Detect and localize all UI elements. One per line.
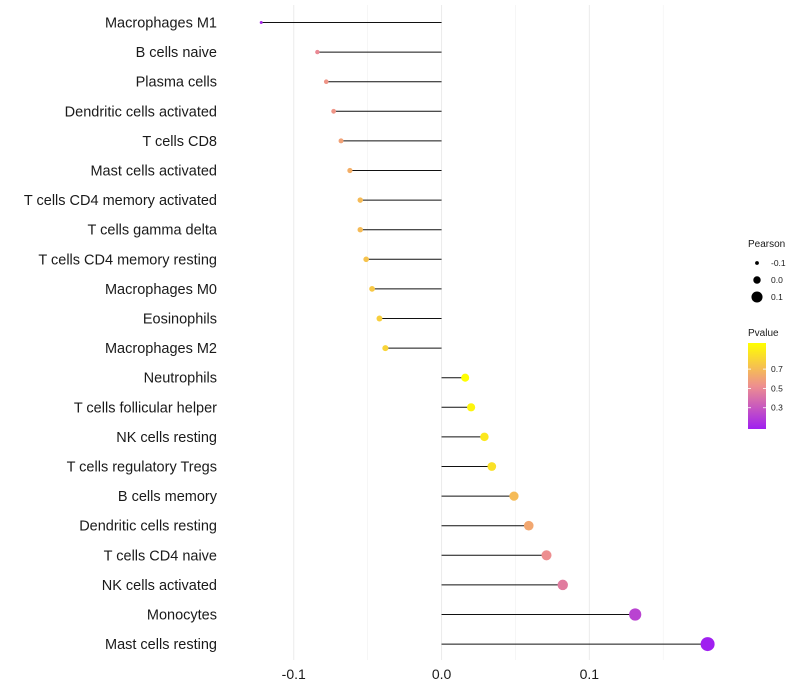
x-tick-label: -0.1 <box>282 666 306 682</box>
category-label: T cells CD8 <box>142 134 217 150</box>
data-point <box>557 579 568 591</box>
category-label: Mast cells resting <box>105 637 217 653</box>
grid-layer <box>293 5 664 660</box>
category-label: NK cells resting <box>116 430 217 446</box>
data-point <box>331 108 337 114</box>
data-point <box>467 403 476 412</box>
data-point <box>357 226 363 233</box>
color-legend-title: Pvalue <box>748 328 779 339</box>
category-label: Mast cells activated <box>90 164 217 180</box>
data-point <box>541 550 552 561</box>
category-label: B cells naive <box>136 45 217 61</box>
category-label: Macrophages M0 <box>105 282 217 298</box>
size-legend-title: Pearson <box>748 239 785 250</box>
category-label: T cells regulatory Tregs <box>67 460 217 476</box>
size-legend-key <box>753 276 761 284</box>
category-label: Plasma cells <box>136 75 217 91</box>
data-point <box>338 138 344 144</box>
category-label: Macrophages M2 <box>105 341 217 357</box>
data-point <box>315 49 320 55</box>
size-legend-label: 0.0 <box>771 275 783 285</box>
x-tick-labels: -0.1 0.0 0.1 <box>282 666 600 682</box>
data-point <box>523 520 534 531</box>
size-legend-label: 0.1 <box>771 292 783 302</box>
data-point <box>363 256 369 263</box>
data-point <box>629 608 642 621</box>
category-labels: Macrophages M1 B cells naive Plasma cells D… <box>24 16 218 654</box>
size-legend-key <box>751 291 763 303</box>
category-label: Dendritic cells activated <box>65 104 217 120</box>
data-point <box>480 432 489 442</box>
color-legend-label: 0.3 <box>771 403 783 413</box>
size-legend-keys: -0.1 0.0 0.1 <box>751 258 786 303</box>
data-point <box>509 491 519 501</box>
x-tick-label: 0.1 <box>580 666 600 682</box>
color-legend-label: 0.5 <box>771 383 783 393</box>
data-point <box>369 286 375 292</box>
category-label: NK cells activated <box>102 578 217 594</box>
data-point <box>323 79 329 85</box>
category-label: T cells CD4 memory activated <box>24 193 217 209</box>
size-legend-key <box>755 261 759 265</box>
data-point <box>382 345 389 352</box>
category-label: T cells CD4 naive <box>104 548 217 564</box>
data-point <box>347 167 353 174</box>
data-point <box>357 197 363 203</box>
category-label: T cells CD4 memory resting <box>38 252 217 268</box>
category-label: T cells gamma delta <box>88 223 218 239</box>
category-label: Macrophages M1 <box>105 16 217 32</box>
legend: Pearson -0.1 0.0 0.1 Pvalue 0.7 0.5 0.3 <box>748 239 786 429</box>
category-label: T cells follicular helper <box>74 400 217 416</box>
color-legend-bar <box>748 343 766 429</box>
x-tick-label: 0.0 <box>432 666 452 682</box>
category-label: Eosinophils <box>143 312 217 328</box>
category-label: Dendritic cells resting <box>79 519 217 535</box>
data-point <box>487 462 497 471</box>
data-point <box>259 21 263 24</box>
color-legend-label: 0.7 <box>771 364 783 374</box>
color-legend-keys: 0.7 0.5 0.3 <box>748 364 783 413</box>
points-layer <box>259 21 715 652</box>
data-point <box>700 637 715 652</box>
data-point <box>376 315 383 322</box>
data-point <box>461 373 470 382</box>
category-label: B cells memory <box>118 489 218 505</box>
category-label: Neutrophils <box>144 371 217 387</box>
category-label: Monocytes <box>147 608 217 624</box>
stems-layer <box>261 22 708 645</box>
size-legend-label: -0.1 <box>771 258 786 268</box>
